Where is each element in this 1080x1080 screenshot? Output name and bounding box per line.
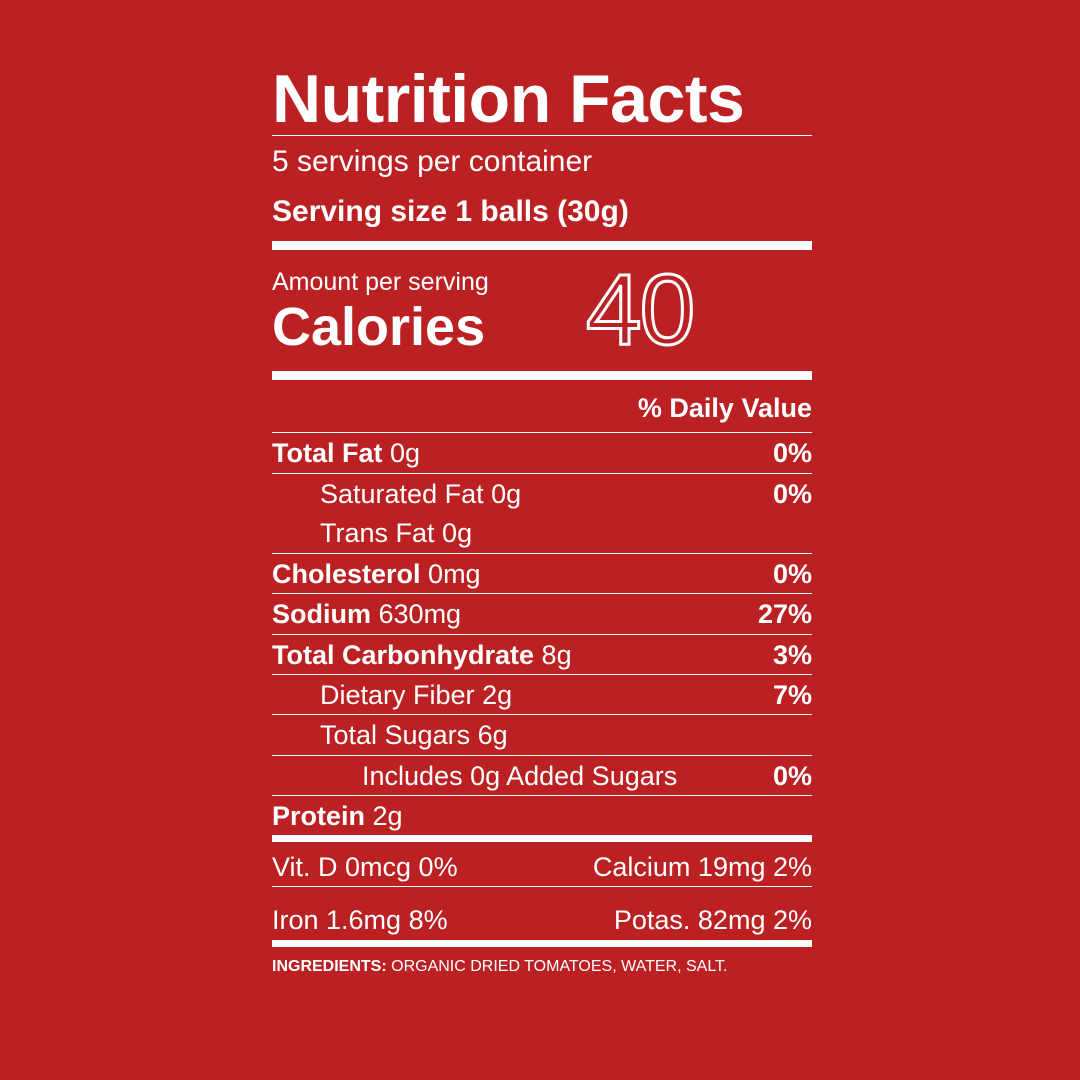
ingredients-text: ORGANIC DRIED TOMATOES, WATER, SALT. — [391, 958, 728, 975]
calories-value-text: 40 — [586, 256, 693, 356]
daily-value-header: % Daily Value — [637, 393, 812, 423]
amount-per-serving: Amount per serving — [272, 268, 489, 296]
nutrient-dv: 3% — [772, 640, 812, 670]
calories-value-graphic: 40 — [585, 253, 697, 368]
nutrient-name: Sodium 630mg — [272, 599, 462, 629]
serving-size: Serving size 1 balls (30g) — [272, 195, 629, 228]
divider-thick — [272, 241, 812, 250]
divider — [272, 714, 812, 715]
nutrient-row-saturated-fat: Saturated Fat 0g 0% — [272, 475, 812, 513]
divider-medium — [272, 835, 812, 842]
calories-value: 40 — [584, 253, 754, 368]
divider-thick — [272, 371, 812, 380]
nutrient-row-sodium: Sodium 630mg 27% — [272, 595, 812, 633]
nutrient-name: Saturated Fat 0g — [320, 479, 522, 509]
divider — [272, 473, 812, 474]
nutrient-name: Dietary Fiber 2g — [320, 680, 513, 710]
iron: Iron 1.6mg 8% — [272, 905, 448, 935]
nutrient-row-dietary-fiber: Dietary Fiber 2g 7% — [272, 676, 812, 714]
vitamin-d: Vit. D 0mcg 0% — [272, 852, 458, 882]
divider — [272, 432, 812, 433]
nutrient-name: Includes 0g Added Sugars — [362, 761, 678, 791]
nutrient-row-added-sugars: Includes 0g Added Sugars 0% — [272, 757, 812, 795]
servings-per-container: 5 servings per container — [272, 145, 593, 178]
calories-label: Calories — [272, 297, 486, 357]
nutrient-row-cholesterol: Cholesterol 0mg 0% — [272, 555, 812, 593]
divider — [272, 886, 812, 887]
nutrient-row-trans-fat: Trans Fat 0g — [272, 514, 812, 552]
nutrient-name: Total Sugars 6g — [320, 720, 508, 750]
divider — [272, 135, 812, 136]
divider-medium — [272, 940, 812, 947]
nutrient-name: Total Carbonhydrate 8g — [272, 640, 572, 670]
potassium: Potas. 82mg 2% — [613, 905, 812, 935]
nutrient-name: Protein 2g — [272, 801, 403, 831]
nutrient-dv: 0% — [772, 479, 812, 509]
divider — [272, 755, 812, 756]
divider — [272, 553, 812, 554]
nutrient-dv: 0% — [772, 761, 812, 791]
nutrient-name: Cholesterol 0mg — [272, 559, 481, 589]
nutrient-dv: 0% — [772, 559, 812, 589]
nutrient-row-protein: Protein 2g — [272, 797, 812, 835]
nutrient-name: Trans Fat 0g — [320, 518, 473, 548]
divider — [272, 593, 812, 594]
divider — [272, 795, 812, 796]
nutrient-row-total-sugars: Total Sugars 6g — [272, 716, 812, 754]
nutrient-row-total-carbohydrate: Total Carbonhydrate 8g 3% — [272, 636, 812, 674]
divider — [272, 634, 812, 635]
calcium: Calcium 19mg 2% — [592, 852, 812, 882]
nutrient-dv: 0% — [772, 438, 812, 468]
label-title: Nutrition Facts — [272, 61, 745, 137]
nutrient-name: Total Fat 0g — [272, 438, 421, 468]
nutrient-dv: 27% — [757, 599, 812, 629]
nutrient-dv: 7% — [772, 680, 812, 710]
divider — [272, 674, 812, 675]
ingredients: INGREDIENTS: ORGANIC DRIED TOMATOES, WAT… — [272, 956, 727, 978]
ingredients-label: INGREDIENTS: — [272, 958, 387, 975]
nutrient-row-total-fat: Total Fat 0g 0% — [272, 434, 812, 472]
